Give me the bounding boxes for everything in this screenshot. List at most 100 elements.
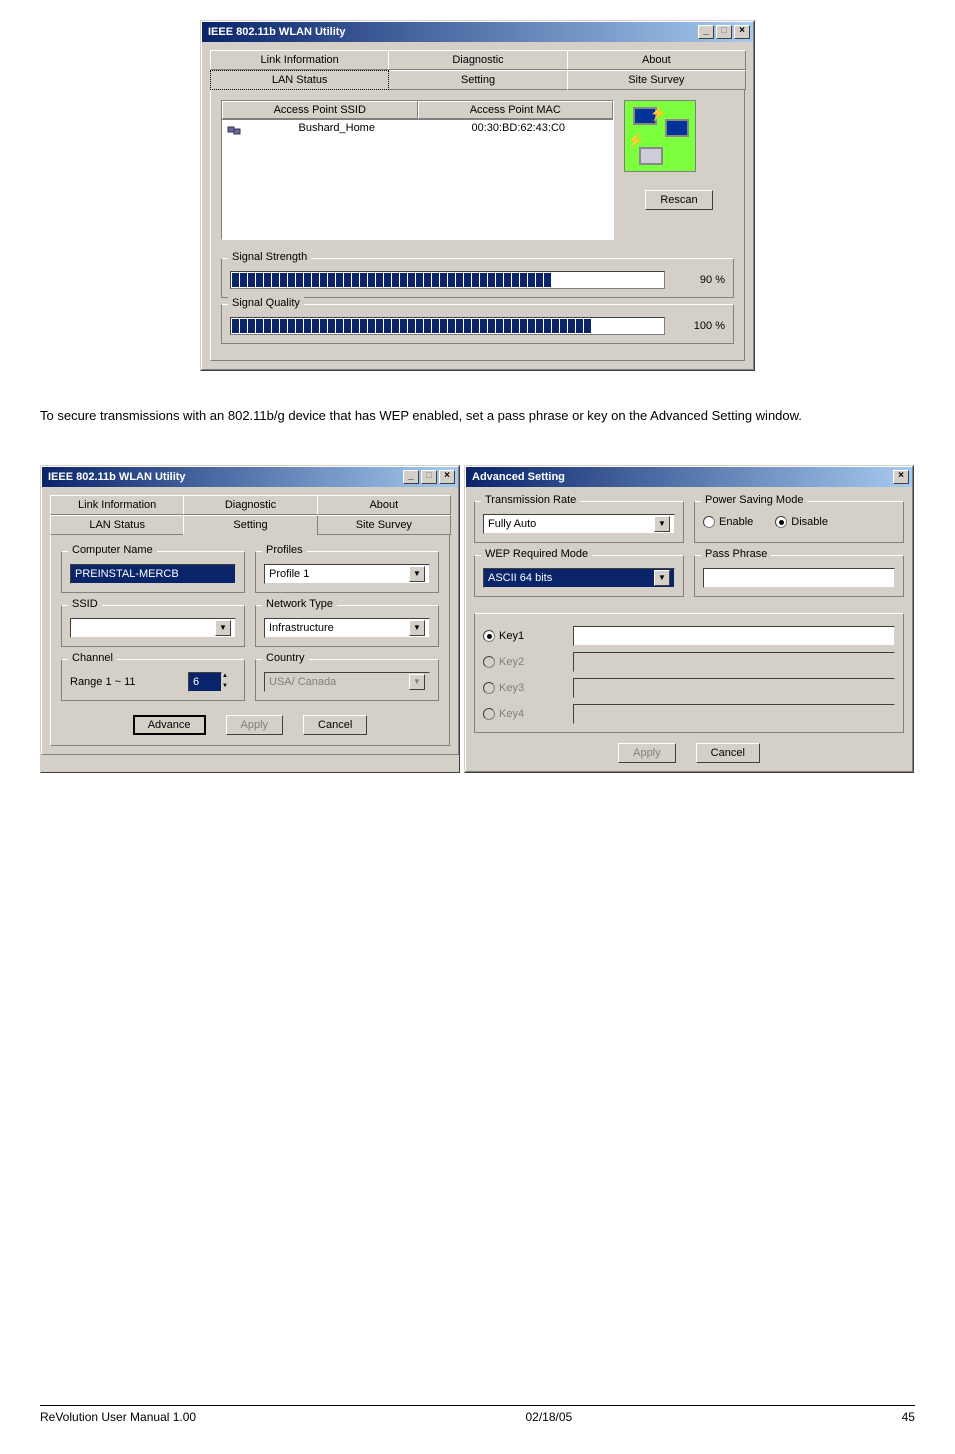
power-disable-radio[interactable]: Disable (775, 516, 828, 528)
profiles-combo[interactable]: Profile 1 ▼ (264, 564, 430, 584)
close-icon[interactable]: × (439, 470, 455, 484)
close-icon[interactable]: × (734, 25, 750, 39)
radio-icon (483, 630, 495, 642)
chevron-down-icon: ▼ (409, 566, 425, 582)
key4-radio: Key4 (483, 708, 553, 720)
country-combo: USA/ Canada ▼ (264, 672, 430, 692)
power-saving-label: Power Saving Mode (701, 494, 807, 506)
tab-site-survey[interactable]: Site Survey (317, 515, 451, 535)
minimize-icon[interactable]: _ (698, 25, 714, 39)
mac-value: 00:30:BD:62:43:C0 (428, 122, 610, 139)
signal-quality-label: Signal Quality (228, 297, 304, 309)
wep-mode-combo[interactable]: ASCII 64 bits ▼ (483, 568, 675, 588)
country-label: Country (262, 652, 309, 664)
signal-quality-bar (230, 317, 665, 335)
transmission-rate-combo[interactable]: Fully Auto ▼ (483, 514, 675, 534)
channel-range: Range 1 ~ 11 (70, 676, 136, 688)
column-mac: Access Point MAC (418, 101, 614, 119)
radio-label: Key1 (499, 630, 524, 642)
wep-mode-value: ASCII 64 bits (488, 572, 552, 584)
pass-phrase-label: Pass Phrase (701, 548, 771, 560)
cancel-button[interactable]: Cancel (696, 743, 760, 763)
minimize-icon[interactable]: _ (403, 470, 419, 484)
spin-up-icon[interactable]: ▲ (222, 672, 236, 682)
rescan-button[interactable]: Rescan (645, 190, 712, 210)
close-icon[interactable]: × (893, 470, 909, 484)
footer-left: ReVolution User Manual 1.00 (40, 1410, 196, 1424)
radio-label: Key3 (499, 682, 524, 694)
chevron-down-icon: ▼ (215, 620, 231, 636)
network-type-label: Network Type (262, 598, 337, 610)
spin-down-icon[interactable]: ▼ (222, 682, 236, 692)
window-title: Advanced Setting (472, 471, 565, 483)
signal-strength-percent: 90 % (675, 274, 725, 286)
footer-right: 45 (902, 1410, 915, 1424)
tab-link-information[interactable]: Link Information (210, 50, 389, 70)
radio-icon (775, 516, 787, 528)
access-point-list[interactable]: Access Point SSID Access Point MAC Busha… (221, 100, 614, 240)
transmission-rate-value: Fully Auto (488, 518, 536, 530)
radio-icon (703, 516, 715, 528)
chevron-down-icon: ▼ (409, 620, 425, 636)
transmission-rate-label: Transmission Rate (481, 494, 580, 506)
key4-input (573, 704, 895, 724)
list-item[interactable]: Bushard_Home 00:30:BD:62:43:C0 (222, 120, 613, 141)
apply-button: Apply (618, 743, 676, 763)
window-titlebar: IEEE 802.11b WLAN Utility _ □ × (202, 22, 753, 42)
cancel-button[interactable]: Cancel (303, 715, 367, 735)
tab-diagnostic[interactable]: Diagnostic (183, 495, 317, 515)
tab-lan-status[interactable]: LAN Status (210, 70, 389, 90)
window-title: IEEE 802.11b WLAN Utility (48, 471, 186, 483)
maximize-icon[interactable]: □ (421, 470, 437, 484)
chevron-down-icon: ▼ (654, 516, 670, 532)
advance-button[interactable]: Advance (133, 715, 206, 735)
signal-strength-bar (230, 271, 665, 289)
profiles-value: Profile 1 (269, 568, 309, 580)
network-graphic-icon: ⚡ ⚡ (624, 100, 696, 172)
signal-strength-label: Signal Strength (228, 251, 311, 263)
channel-input[interactable] (188, 672, 222, 692)
key2-radio: Key2 (483, 656, 553, 668)
channel-label: Channel (68, 652, 117, 664)
radio-icon (483, 682, 495, 694)
window-title: IEEE 802.11b WLAN Utility (208, 26, 346, 38)
key3-radio: Key3 (483, 682, 553, 694)
window-titlebar: Advanced Setting × (466, 467, 912, 487)
radio-label: Disable (791, 516, 828, 528)
computer-name-input[interactable] (70, 564, 236, 584)
radio-label: Enable (719, 516, 753, 528)
apply-button: Apply (226, 715, 284, 735)
tab-setting[interactable]: Setting (183, 515, 317, 535)
power-enable-radio[interactable]: Enable (703, 516, 753, 528)
body-paragraph: To secure transmissions with an 802.11b/… (40, 407, 915, 425)
key1-input[interactable] (573, 626, 895, 646)
signal-quality-percent: 100 % (675, 320, 725, 332)
chevron-down-icon: ▼ (409, 674, 425, 690)
profiles-label: Profiles (262, 544, 307, 556)
key1-radio[interactable]: Key1 (483, 630, 553, 642)
tab-link-information[interactable]: Link Information (50, 495, 184, 515)
tab-about[interactable]: About (317, 495, 451, 515)
chevron-down-icon: ▼ (654, 570, 670, 586)
tab-site-survey[interactable]: Site Survey (567, 70, 746, 90)
radio-icon (483, 656, 495, 668)
maximize-icon[interactable]: □ (716, 25, 732, 39)
column-ssid: Access Point SSID (222, 101, 418, 119)
country-value: USA/ Canada (269, 676, 336, 688)
tab-about[interactable]: About (567, 50, 746, 70)
radio-label: Key2 (499, 656, 524, 668)
network-icon (226, 122, 242, 139)
wep-mode-label: WEP Required Mode (481, 548, 592, 560)
footer-center: 02/18/05 (526, 1410, 573, 1424)
key2-input (573, 652, 895, 672)
key3-input (573, 678, 895, 698)
network-type-value: Infrastructure (269, 622, 334, 634)
ssid-label: SSID (68, 598, 102, 610)
tab-lan-status[interactable]: LAN Status (50, 515, 184, 535)
tab-diagnostic[interactable]: Diagnostic (388, 50, 567, 70)
pass-phrase-input[interactable] (703, 568, 895, 588)
window-titlebar: IEEE 802.11b WLAN Utility _ □ × (42, 467, 458, 487)
ssid-combo[interactable]: ▼ (70, 618, 236, 638)
tab-setting[interactable]: Setting (388, 70, 567, 90)
network-type-combo[interactable]: Infrastructure ▼ (264, 618, 430, 638)
